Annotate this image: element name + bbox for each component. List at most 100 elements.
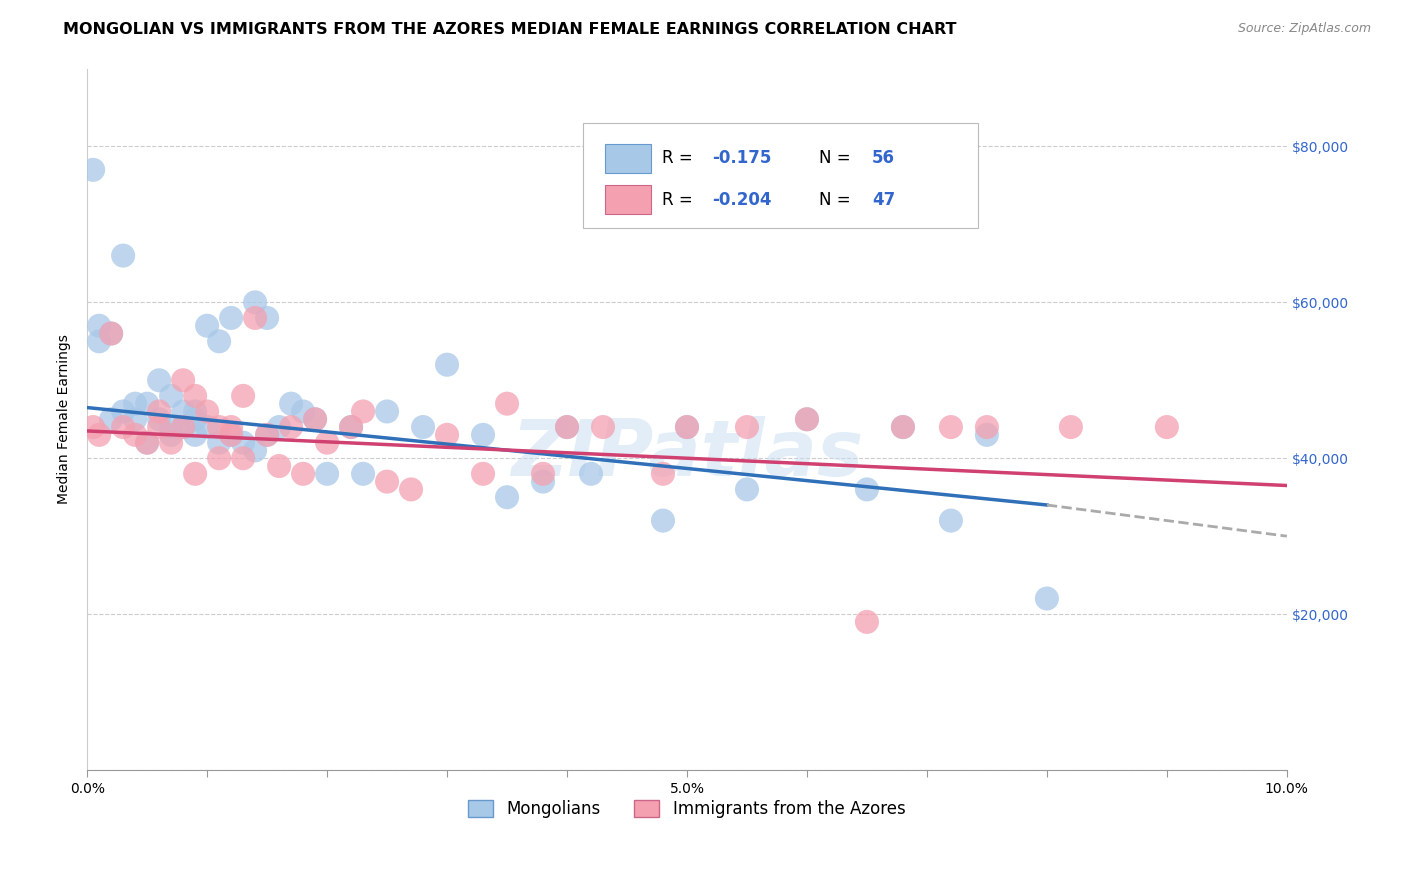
Point xyxy=(136,435,159,450)
Point xyxy=(939,514,962,528)
Point xyxy=(652,467,675,481)
Point xyxy=(891,420,914,434)
Point xyxy=(136,397,159,411)
Point xyxy=(184,467,207,481)
Point xyxy=(148,404,170,418)
Point xyxy=(243,443,266,458)
Point xyxy=(136,435,159,450)
Point xyxy=(340,420,363,434)
Point xyxy=(195,404,218,418)
Point xyxy=(184,427,207,442)
Point xyxy=(496,397,519,411)
Point xyxy=(100,326,122,341)
Point xyxy=(160,435,183,450)
Text: 56: 56 xyxy=(872,150,896,168)
Point xyxy=(195,420,218,434)
Point xyxy=(531,467,554,481)
Point xyxy=(796,412,818,426)
Point xyxy=(184,389,207,403)
Point xyxy=(172,373,194,387)
Point xyxy=(676,420,699,434)
Point xyxy=(100,326,122,341)
Point xyxy=(531,475,554,489)
Point xyxy=(1156,420,1178,434)
Point xyxy=(184,404,207,418)
Point xyxy=(219,420,242,434)
Point xyxy=(412,420,434,434)
Point xyxy=(292,467,315,481)
Text: 47: 47 xyxy=(872,191,896,209)
Legend: Mongolians, Immigrants from the Azores: Mongolians, Immigrants from the Azores xyxy=(461,793,912,825)
Text: N =: N = xyxy=(818,191,855,209)
Point xyxy=(304,412,326,426)
Point xyxy=(436,358,458,372)
Point xyxy=(304,412,326,426)
Point xyxy=(856,615,879,629)
Point xyxy=(352,467,374,481)
Point xyxy=(124,427,146,442)
Text: -0.175: -0.175 xyxy=(711,150,772,168)
Point xyxy=(796,412,818,426)
Text: -0.204: -0.204 xyxy=(711,191,772,209)
Point xyxy=(208,420,231,434)
Point xyxy=(112,420,135,434)
Point xyxy=(172,420,194,434)
Point xyxy=(856,483,879,497)
Text: N =: N = xyxy=(818,150,855,168)
Point xyxy=(160,427,183,442)
Point xyxy=(269,458,291,473)
Point xyxy=(195,318,218,333)
Point xyxy=(555,420,578,434)
Point xyxy=(375,404,398,418)
Point xyxy=(256,310,278,325)
Y-axis label: Median Female Earnings: Median Female Earnings xyxy=(58,334,72,504)
Point xyxy=(1036,591,1059,606)
Point xyxy=(89,427,111,442)
Text: R =: R = xyxy=(662,150,699,168)
Point xyxy=(160,389,183,403)
Point xyxy=(256,427,278,442)
Point xyxy=(208,451,231,466)
Point xyxy=(496,490,519,504)
Point xyxy=(124,412,146,426)
Text: ZIPatlas: ZIPatlas xyxy=(510,417,863,492)
Point xyxy=(219,427,242,442)
Point xyxy=(555,420,578,434)
Point xyxy=(124,397,146,411)
Point xyxy=(592,420,614,434)
Point xyxy=(352,404,374,418)
Point xyxy=(976,427,998,442)
Point xyxy=(160,420,183,434)
Point xyxy=(399,483,422,497)
Point xyxy=(280,397,302,411)
Point xyxy=(316,435,339,450)
Point xyxy=(112,404,135,418)
Point xyxy=(735,420,758,434)
Point xyxy=(269,420,291,434)
Point xyxy=(292,404,315,418)
Point xyxy=(148,412,170,426)
Point xyxy=(340,420,363,434)
Point xyxy=(976,420,998,434)
Point xyxy=(89,318,111,333)
Point xyxy=(184,412,207,426)
Point xyxy=(735,483,758,497)
Text: Source: ZipAtlas.com: Source: ZipAtlas.com xyxy=(1237,22,1371,36)
Point xyxy=(232,389,254,403)
Point xyxy=(232,451,254,466)
Point xyxy=(219,427,242,442)
Point xyxy=(472,467,495,481)
Point xyxy=(148,420,170,434)
Point xyxy=(375,475,398,489)
Point xyxy=(219,310,242,325)
Point xyxy=(256,427,278,442)
Point xyxy=(676,420,699,434)
Point xyxy=(579,467,602,481)
Point xyxy=(172,404,194,418)
Point xyxy=(82,162,104,177)
Point xyxy=(316,467,339,481)
Text: MONGOLIAN VS IMMIGRANTS FROM THE AZORES MEDIAN FEMALE EARNINGS CORRELATION CHART: MONGOLIAN VS IMMIGRANTS FROM THE AZORES … xyxy=(63,22,956,37)
Point xyxy=(436,427,458,442)
Point xyxy=(208,435,231,450)
Point xyxy=(100,412,122,426)
